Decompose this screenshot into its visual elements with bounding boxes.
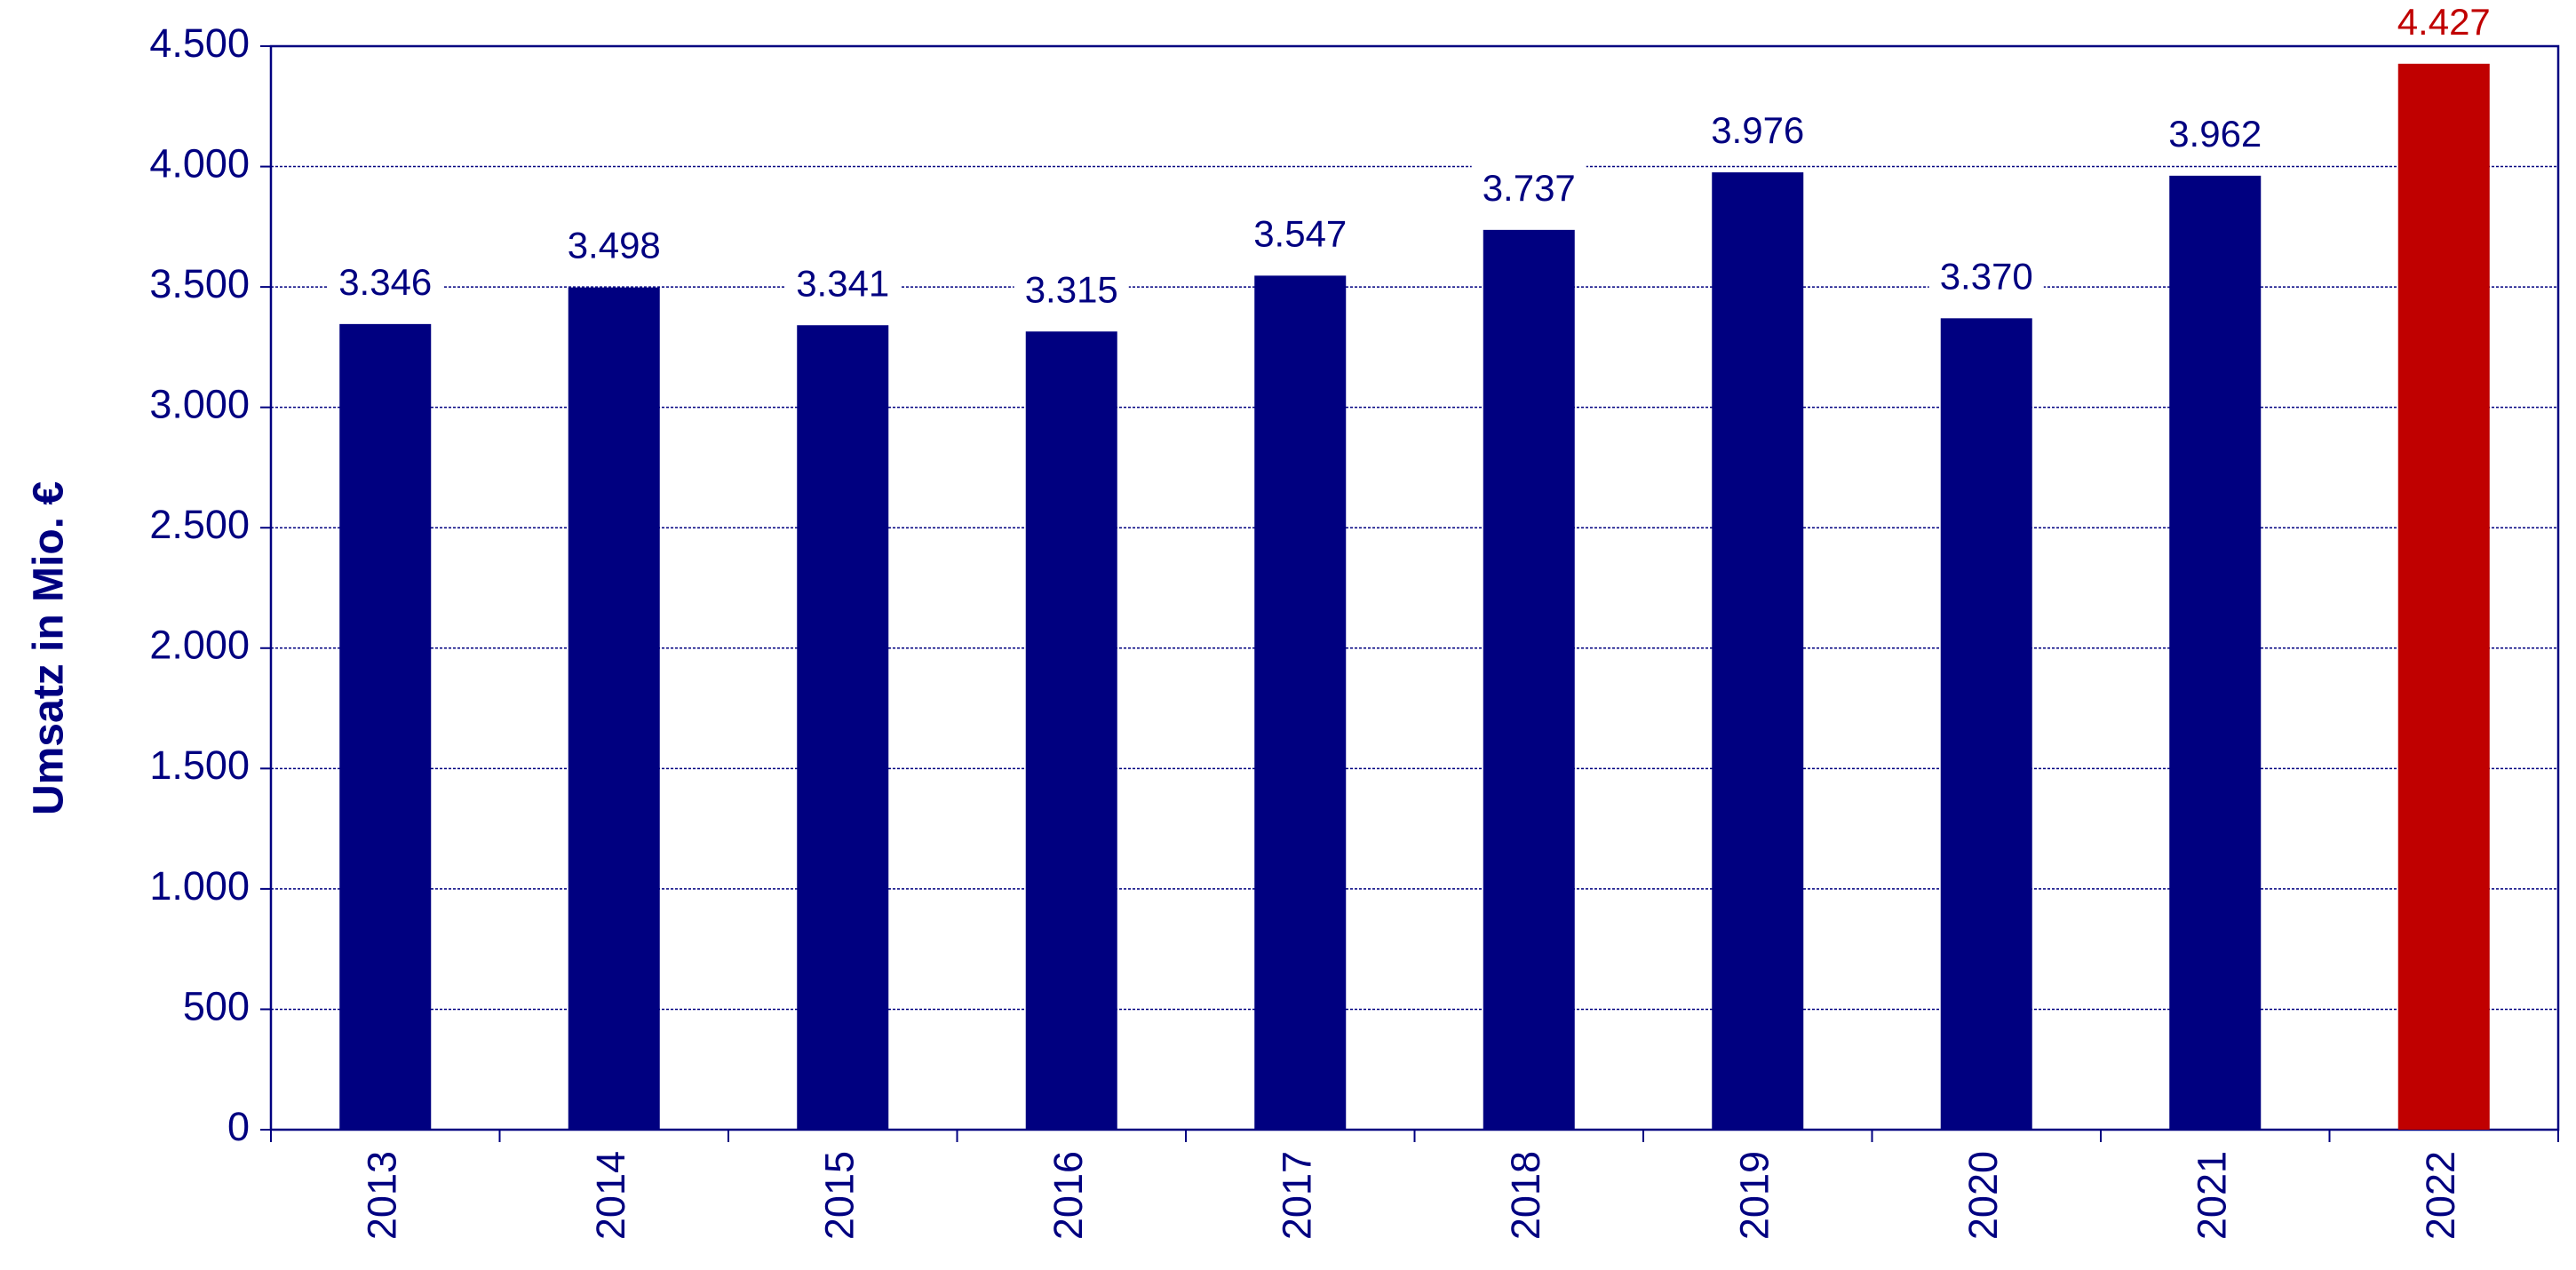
bar <box>2169 175 2262 1130</box>
value-label-background <box>2386 0 2501 44</box>
value-label: 4.427 <box>2397 1 2491 43</box>
value-label-background <box>556 222 672 268</box>
y-tick-label: 4.000 <box>149 140 250 186</box>
value-label: 3.547 <box>1253 212 1347 254</box>
value-label-background <box>785 260 901 306</box>
y-tick-label: 3.000 <box>149 382 250 427</box>
value-label-background <box>1014 266 1129 313</box>
x-tick-label: 2013 <box>360 1151 405 1240</box>
y-tick-label: 2.000 <box>149 623 250 668</box>
x-tick-label: 2022 <box>2418 1151 2463 1240</box>
bar <box>797 325 889 1130</box>
value-label-background <box>2158 110 2273 156</box>
y-tick-label: 2.500 <box>149 502 250 547</box>
x-tick-label: 2021 <box>2190 1151 2235 1240</box>
bar <box>1712 172 1804 1130</box>
bar <box>1940 318 2032 1130</box>
value-label: 3.341 <box>796 262 889 304</box>
value-label-background <box>1471 164 1586 210</box>
value-label: 3.346 <box>338 261 432 303</box>
value-label-background <box>328 258 443 305</box>
value-label-background <box>1700 107 1816 154</box>
bar <box>1483 229 1575 1130</box>
x-tick-label: 2019 <box>1732 1151 1777 1240</box>
bar <box>339 323 432 1131</box>
bar <box>2397 63 2490 1130</box>
bar <box>1025 331 1117 1130</box>
y-axis-title: Umsatz in Mio. € <box>26 481 73 815</box>
x-tick-label: 2014 <box>588 1151 633 1240</box>
x-tick-label: 2016 <box>1046 1151 1091 1240</box>
x-tick-label: 2017 <box>1275 1151 1320 1240</box>
y-tick-label: 4.500 <box>149 20 250 66</box>
y-tick-label: 500 <box>183 983 250 1028</box>
value-label-background <box>1928 253 2044 299</box>
y-tick-label: 0 <box>227 1104 250 1149</box>
value-label: 3.315 <box>1025 268 1118 310</box>
y-tick-label: 3.500 <box>149 261 250 306</box>
value-label-background <box>1243 210 1358 257</box>
value-label: 3.737 <box>1483 167 1576 209</box>
x-tick-label: 2015 <box>817 1151 863 1240</box>
value-label: 3.962 <box>2168 113 2262 155</box>
value-label: 3.498 <box>568 225 661 266</box>
value-label: 3.976 <box>1711 109 1804 151</box>
bar <box>568 287 660 1130</box>
x-tick-label: 2020 <box>1960 1151 2006 1240</box>
y-tick-label: 1.500 <box>149 742 250 788</box>
x-tick-label: 2018 <box>1503 1151 1548 1240</box>
bar <box>1254 275 1347 1130</box>
y-tick-label: 1.000 <box>149 863 250 909</box>
value-label: 3.370 <box>1940 255 2033 297</box>
